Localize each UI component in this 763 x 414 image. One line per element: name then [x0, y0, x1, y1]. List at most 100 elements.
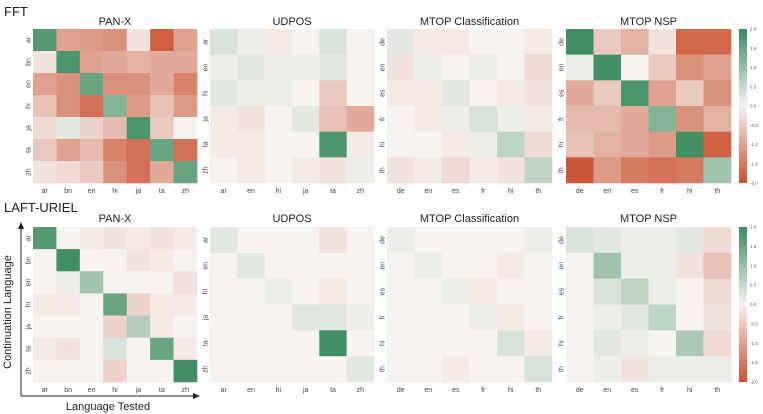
heatmap-cell	[79, 117, 104, 140]
heatmap-cell	[319, 131, 347, 158]
x-tick-label: ja	[302, 387, 309, 394]
panel-title: PAN-X	[99, 16, 132, 28]
heatmap-cell	[173, 95, 198, 118]
heatmap-cell	[346, 80, 375, 107]
y-tick-label: bn	[26, 256, 33, 264]
heatmap-cell	[442, 227, 470, 254]
heatmap-cell	[648, 106, 677, 132]
x-tick-label: en	[247, 387, 255, 394]
y-tick-label: es	[559, 287, 566, 295]
x-tick-label: fr	[660, 387, 665, 394]
heatmap-cell	[593, 157, 622, 184]
heatmap-cell	[566, 106, 594, 132]
heatmap-cell	[173, 117, 198, 140]
heatmap-cell	[56, 139, 81, 162]
heatmap-cell	[103, 337, 128, 361]
y-tick-label: en	[559, 262, 566, 270]
heatmap-cell	[414, 54, 443, 81]
heatmap-cell	[103, 293, 128, 316]
heatmap-cell	[150, 73, 174, 96]
heatmap-cell	[264, 356, 293, 383]
x-tick-label: de	[397, 387, 405, 394]
heatmap-cell	[173, 315, 198, 339]
heatmap-cell	[593, 80, 622, 107]
heatmap-cell	[566, 157, 594, 184]
heatmap-cell	[621, 54, 649, 81]
y-tick-label: en	[559, 64, 566, 72]
heatmap-cell	[33, 315, 57, 339]
heatmap-cell	[524, 54, 553, 81]
heatmap-cell	[524, 330, 553, 357]
heatmap-cell	[150, 117, 174, 140]
y-tick-label: hi	[203, 90, 210, 96]
heatmap-cell	[237, 356, 265, 383]
heatmap-cell	[648, 131, 677, 158]
heatmap-cell	[150, 293, 174, 316]
heatmap-cell	[387, 252, 415, 279]
heatmap-cell	[292, 131, 320, 158]
heatmap-1-1: UDPOS ar ar en en hi hi ja ja ta ta zh zh	[203, 213, 375, 394]
heatmap-cell	[319, 330, 347, 357]
y-tick-label: th	[559, 167, 566, 173]
heatmap-cell	[150, 249, 174, 272]
heatmap-cell	[173, 51, 198, 74]
row-title-fft: FFT	[4, 4, 28, 19]
y-tick-label: ar	[203, 38, 210, 45]
heatmap-cell	[414, 278, 443, 305]
heatmap-cell	[346, 157, 375, 184]
heatmap-cell	[264, 330, 293, 357]
heatmap-cell	[150, 29, 174, 52]
heatmap-cell	[292, 106, 320, 132]
heatmap-cell	[210, 80, 238, 107]
heatmap-cell	[126, 161, 151, 184]
heatmap-cell	[264, 227, 293, 254]
heatmap-cell	[33, 359, 57, 383]
heatmap-cell	[442, 54, 470, 81]
heatmap-cell	[524, 106, 553, 132]
heatmap-cell	[414, 29, 443, 55]
colorbars: 2.0 1.5 1.0 0.5 0.0 -0.5 -1.0 -1.5 -2.0 2.0 1.5 1.0…	[739, 27, 758, 385]
heatmap-cell	[414, 131, 443, 158]
heatmap-cell	[150, 95, 174, 118]
heatmap-cell	[103, 271, 128, 294]
y-tick-label: hi	[559, 141, 566, 147]
heatmap-cell	[497, 278, 525, 305]
heatmap-cell	[33, 73, 57, 96]
y-tick-label: en	[380, 64, 387, 72]
heatmap-cell	[33, 139, 57, 162]
heatmap-cell	[621, 356, 649, 383]
colorbar-tick: -0.5	[750, 123, 758, 128]
heatmap-cell	[566, 330, 594, 357]
heatmap-cell	[648, 330, 677, 357]
x-tick-label: zh	[357, 188, 365, 195]
heatmap-cell	[346, 330, 375, 357]
heatmap-cell	[497, 157, 525, 184]
y-tick-label: th	[559, 366, 566, 372]
y-tick-label: en	[26, 80, 33, 88]
x-tick-label: th	[535, 387, 541, 394]
heatmap-cell	[210, 278, 238, 305]
heatmap-cell	[703, 131, 732, 158]
heatmap-cell	[292, 29, 320, 55]
y-tick-label: en	[26, 278, 33, 286]
heatmap-cell	[237, 278, 265, 305]
heatmap-cell	[621, 131, 649, 158]
heatmap-cell	[387, 278, 415, 305]
heatmap-cell	[566, 252, 594, 279]
heatmap-cell	[497, 356, 525, 383]
heatmap-cell	[621, 80, 649, 107]
y-tick-label: ar	[26, 234, 33, 241]
x-tick-label: de	[576, 387, 584, 394]
y-tick-label: ja	[26, 125, 33, 132]
panel-title: MTOP Classification	[420, 16, 519, 28]
heatmap-cell	[173, 293, 198, 316]
heatmap-cell	[79, 139, 104, 162]
heatmap-cell	[103, 117, 128, 140]
x-tick-label: ja	[135, 188, 142, 195]
y-tick-label: hi	[380, 340, 387, 346]
colorbar-tick: -2.0	[750, 380, 758, 385]
x-tick-label: en	[88, 188, 96, 195]
heatmap-cell	[676, 29, 704, 55]
y-tick-label: ta	[203, 141, 210, 147]
heatmap-cell	[33, 51, 57, 74]
